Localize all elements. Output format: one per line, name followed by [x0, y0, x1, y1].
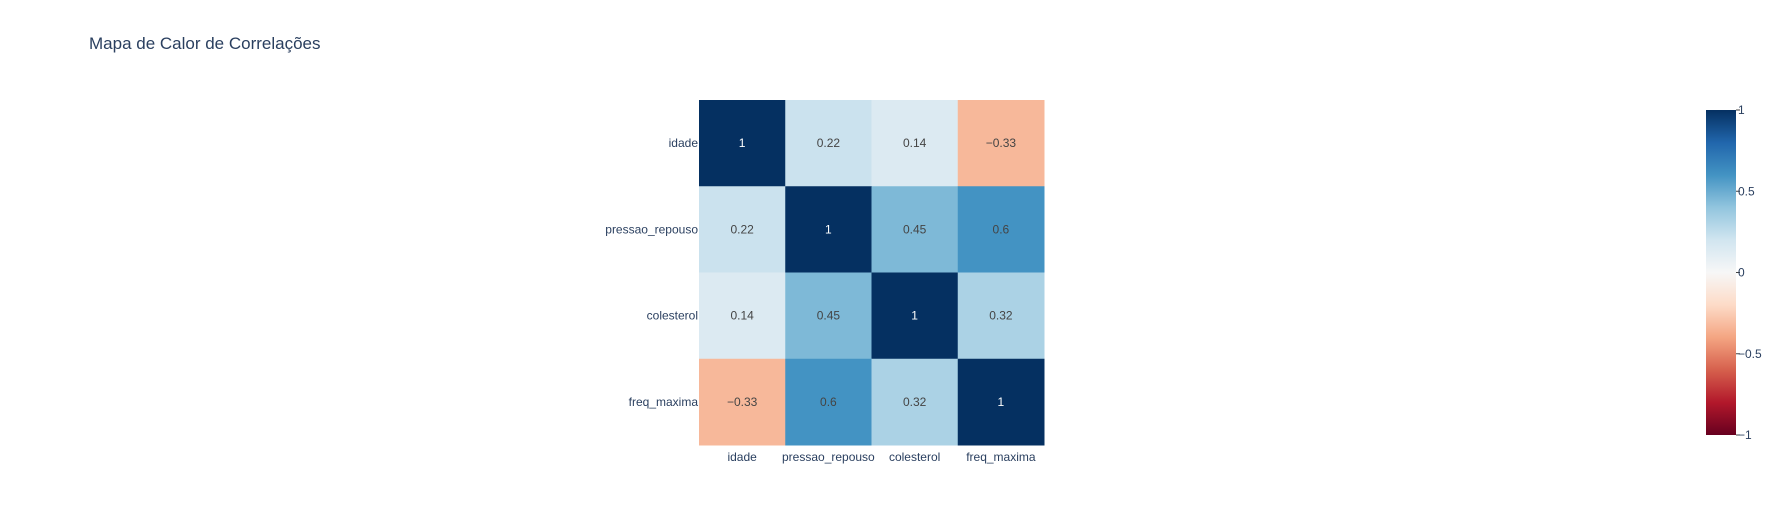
cell-value-label: 0.22: [817, 136, 841, 150]
heatmap-cell: [957, 358, 1045, 446]
heatmap-cell: [699, 186, 786, 273]
y-tick-label: pressao_repouso: [605, 222, 698, 236]
colorbar-tick-label: −1: [1738, 428, 1752, 442]
cell-value-label: 0.6: [820, 395, 837, 409]
y-tick-label: colesterol: [647, 309, 698, 323]
colorbar-tick-label: 0: [1738, 266, 1745, 280]
heatmap-cell: [957, 272, 1045, 360]
colorbar: 1 0.5 0 −0.5 −1: [1706, 103, 1762, 442]
cell-value-label: 0.14: [730, 309, 754, 323]
heatmap-cell: [871, 272, 959, 360]
colorbar-tick-label: −0.5: [1738, 347, 1762, 361]
heatmap-cell: [785, 272, 872, 360]
cell-value-label: 0.32: [989, 309, 1013, 323]
cell-value-label: 1: [911, 309, 918, 323]
cell-value-label: −0.33: [727, 395, 758, 409]
x-tick-label: freq_maxima: [966, 450, 1036, 464]
cell-value-label: 0.45: [817, 309, 841, 323]
y-axis-tick-labels: idade pressao_repouso colesterol freq_maxim…: [605, 136, 698, 409]
heatmap-cell: [785, 100, 872, 187]
heatmap-cell: [699, 272, 786, 360]
heatmap-cell-labels: 1 0.22 0.14 −0.33 0.22 1 0.45 0.6 0.14 0.45 1 0.32 −…: [727, 136, 1016, 409]
heatmap-cell: [699, 358, 786, 446]
heatmap-cell: [871, 186, 959, 273]
cell-value-label: 1: [825, 222, 832, 236]
x-tick-label: colesterol: [889, 450, 940, 464]
heatmap-cell: [957, 100, 1045, 187]
cell-value-label: 0.22: [730, 222, 754, 236]
cell-value-label: 0.45: [903, 222, 927, 236]
y-tick-label: freq_maxima: [629, 395, 699, 409]
cell-value-label: 0.14: [903, 136, 927, 150]
cell-value-label: 1: [739, 136, 746, 150]
heatmap-cells: [699, 100, 1045, 446]
colorbar-tick-label: 1: [1738, 103, 1745, 117]
heatmap-cell: [785, 186, 872, 273]
colorbar-tick-label: 0.5: [1738, 184, 1755, 198]
cell-value-label: 0.32: [903, 395, 927, 409]
colorbar-gradient: [1706, 110, 1736, 435]
heatmap-cell: [785, 358, 872, 446]
cell-value-label: 1: [998, 395, 1005, 409]
y-tick-label: idade: [669, 136, 699, 150]
x-axis-tick-labels: idade pressao_repouso colesterol freq_maxim…: [727, 450, 1035, 464]
cell-value-label: −0.33: [986, 136, 1017, 150]
heatmap-cell: [871, 358, 959, 446]
cell-value-label: 0.6: [993, 222, 1010, 236]
x-tick-label: idade: [727, 450, 757, 464]
heatmap-cell: [871, 100, 959, 187]
chart-title: Mapa de Calor de Correlações: [89, 34, 321, 53]
heatmap-cell: [957, 186, 1045, 273]
heatmap-cell: [699, 100, 786, 187]
x-tick-label: pressao_repouso: [782, 450, 875, 464]
